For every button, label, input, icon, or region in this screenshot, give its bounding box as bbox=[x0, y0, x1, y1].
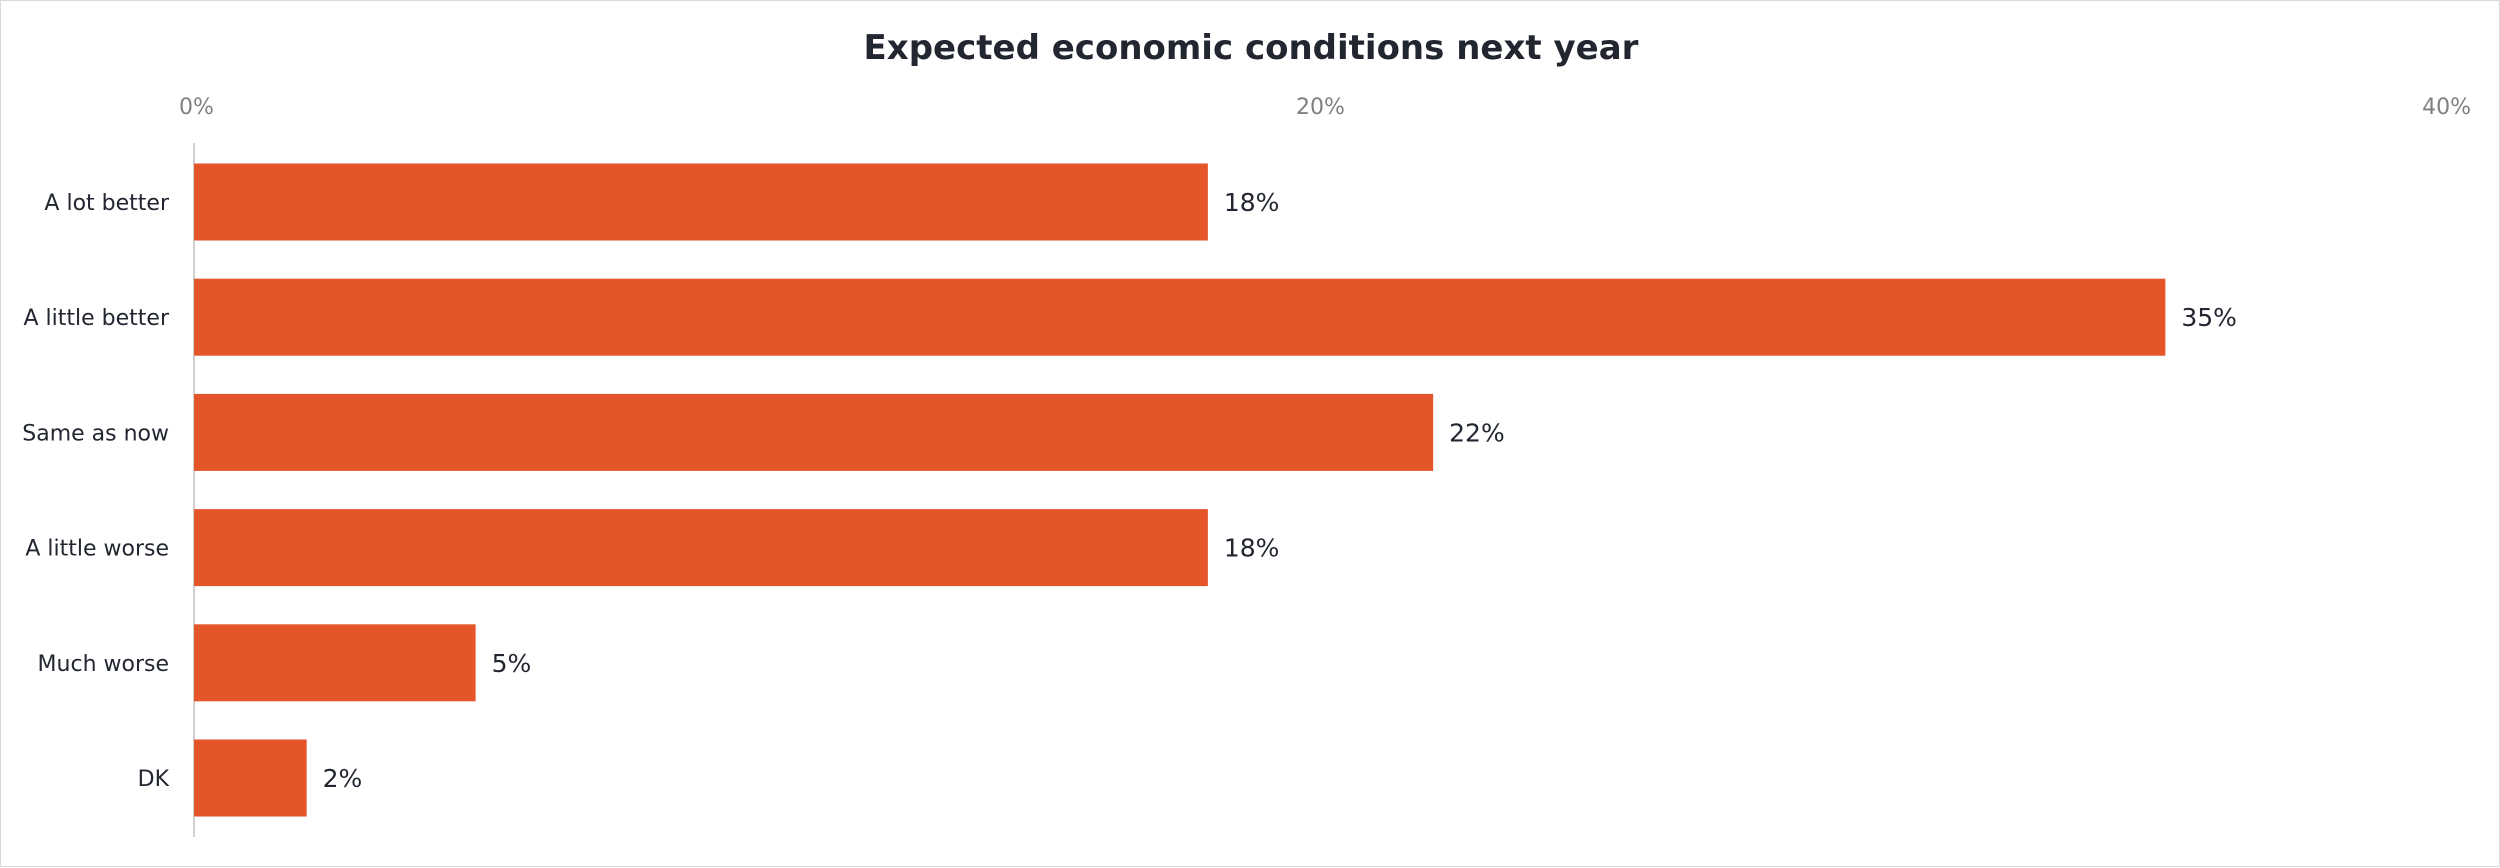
bar bbox=[194, 163, 1208, 241]
x-axis-ticks: 0% 20% 40% bbox=[179, 95, 2471, 120]
value-label: 22% bbox=[1449, 418, 1505, 447]
bar bbox=[194, 739, 307, 817]
value-label: 18% bbox=[1224, 534, 1280, 563]
value-label: 2% bbox=[323, 764, 363, 793]
bar bbox=[194, 624, 476, 702]
value-label: 35% bbox=[2181, 303, 2237, 332]
category-label: Same as now bbox=[22, 421, 169, 446]
x-tick-label: 0% bbox=[179, 95, 214, 120]
x-tick-label: 40% bbox=[2422, 95, 2471, 120]
bar bbox=[194, 393, 1434, 471]
category-label: A little worse bbox=[25, 537, 169, 562]
category-label: A lot better bbox=[44, 191, 170, 216]
x-tick-label: 20% bbox=[1296, 95, 1345, 120]
category-label: DK bbox=[138, 767, 170, 792]
bar bbox=[194, 509, 1208, 587]
category-label: Much worse bbox=[38, 652, 169, 677]
chart-title: Expected economic conditions next year bbox=[864, 28, 1639, 68]
value-label: 18% bbox=[1224, 188, 1280, 217]
bar bbox=[194, 278, 2166, 356]
bars-group: A lot better 18% A little better 35% Same as… bbox=[22, 163, 2237, 817]
category-label: A little better bbox=[24, 306, 170, 331]
value-label: 5% bbox=[492, 649, 532, 678]
